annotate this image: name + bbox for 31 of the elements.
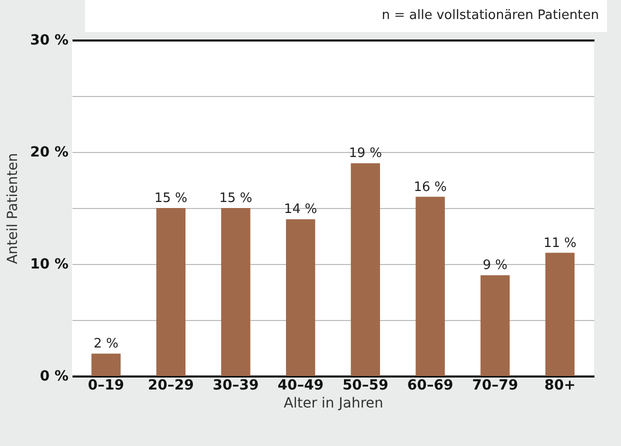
x-tick-label: 0–19 <box>88 378 124 394</box>
bar <box>350 163 380 376</box>
bar <box>480 275 510 376</box>
data-label: 14 % <box>284 202 318 218</box>
y-tick-label: 10 % <box>30 256 68 272</box>
x-tick-label: 70–79 <box>472 378 518 394</box>
bar <box>545 252 575 376</box>
x-tick-label: 30–39 <box>212 378 259 394</box>
text: n = alle vollstationären Patienten <box>85 0 607 32</box>
x-tick-label: 50–59 <box>342 378 388 394</box>
bar <box>156 208 186 376</box>
data-label: 19 % <box>348 146 382 162</box>
data-label: 15 % <box>154 191 188 206</box>
x-tick-label: 80+ <box>544 378 576 394</box>
y-axis-title: Anteil Patienten <box>5 152 22 264</box>
bar <box>286 219 316 376</box>
x-tick-label: 40–49 <box>278 378 324 394</box>
data-label: 2 % <box>94 336 118 352</box>
data-label: 15 % <box>219 191 252 206</box>
bar <box>416 196 445 376</box>
bar <box>221 208 250 376</box>
data-label: 11 % <box>543 236 576 251</box>
x-tick-label: 60–69 <box>407 378 454 394</box>
data-label: 9 % <box>482 258 508 274</box>
y-tick-label: 0 % <box>40 368 68 384</box>
x-tick-label: 20–29 <box>148 378 194 394</box>
bar <box>91 354 121 376</box>
y-tick-label: 20 % <box>30 144 68 160</box>
x-axis-title: Alter in Jahren <box>284 396 384 412</box>
y-tick-label: 30 % <box>30 32 68 48</box>
data-label: 16 % <box>414 180 447 195</box>
